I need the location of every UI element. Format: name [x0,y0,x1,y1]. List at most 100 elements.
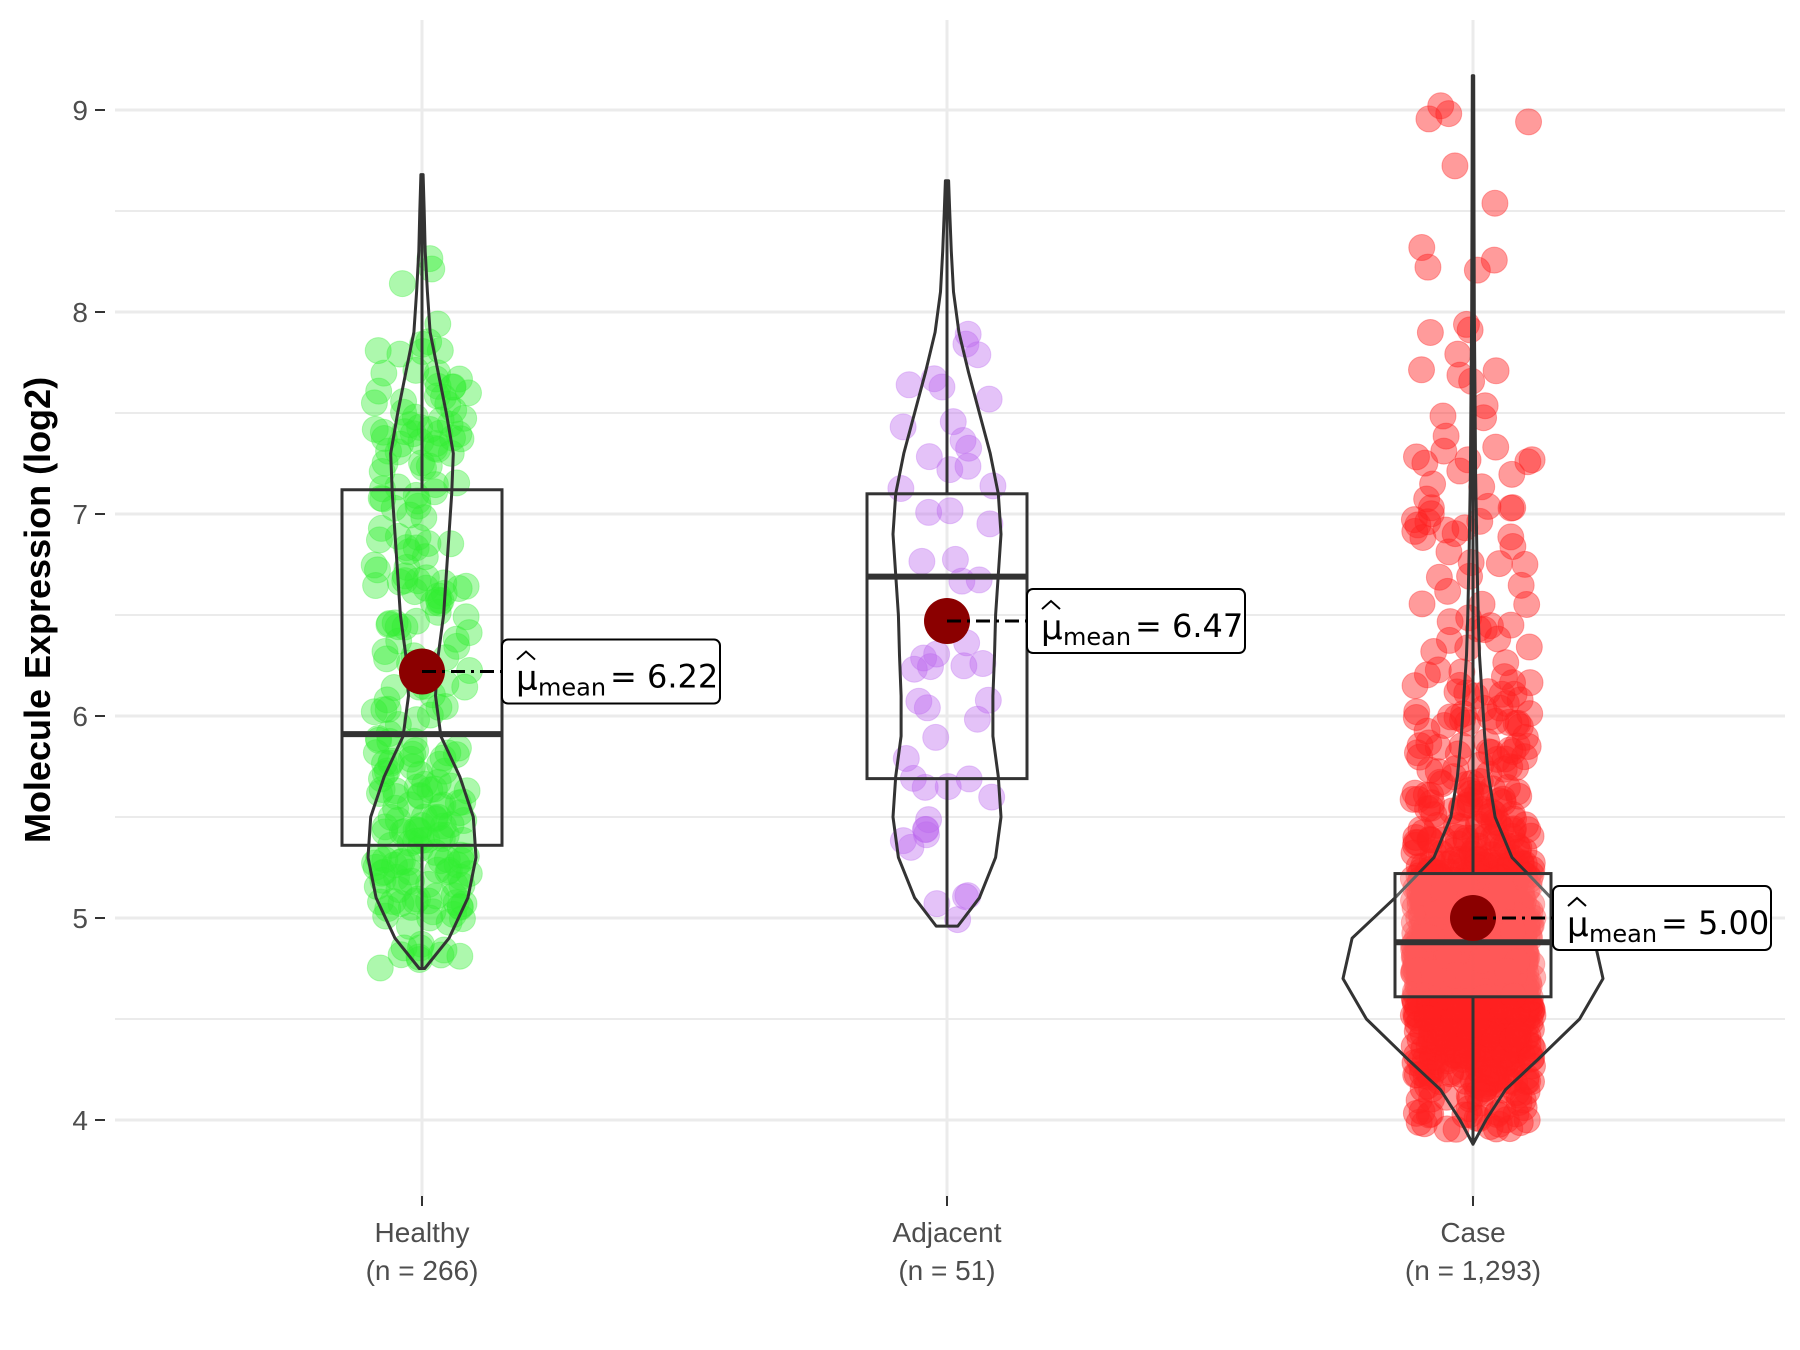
data-point [426,419,454,447]
data-point [1444,985,1472,1013]
data-point [1468,1034,1496,1062]
data-point [1427,1023,1455,1051]
data-point [1485,1110,1513,1138]
data-point [1443,1038,1471,1066]
data-point [1492,952,1520,980]
data-point [1507,889,1535,917]
data-point [1456,1000,1484,1028]
data-point [912,815,940,843]
data-point [1424,882,1452,910]
data-point [1490,1005,1518,1033]
data-point [1437,1013,1465,1041]
data-point [1496,1055,1524,1083]
data-point [1457,968,1485,996]
data-point [1408,981,1436,1009]
data-point [1477,1007,1505,1035]
data-point [1480,1059,1508,1087]
data-point [939,408,967,436]
data-point [1432,962,1460,990]
data-point [369,418,397,446]
data-point [969,650,997,678]
data-point [1414,953,1442,981]
data-point [1475,1011,1503,1039]
data-point [1498,893,1526,921]
data-point [1423,865,1451,893]
data-point [1518,1044,1546,1072]
data-point [1490,946,1518,974]
data-point [1507,850,1535,878]
data-point [1404,1011,1432,1039]
data-point [1410,883,1438,911]
data-point [1427,967,1455,995]
data-point [887,475,915,503]
data-point [1473,958,1501,986]
data-point [429,791,457,819]
data-point [1505,1028,1533,1056]
data-point [386,340,414,368]
data-point [420,775,448,803]
data-point [1457,1027,1485,1055]
data-point [365,526,393,554]
data-point [1495,886,1523,914]
data-point [1477,1012,1505,1040]
data-point [1482,1063,1510,1091]
data-point [414,529,442,557]
data-point [1511,1000,1539,1028]
data-point [1510,850,1538,878]
data-point [402,534,430,562]
data-point [1513,590,1541,618]
data-point [1492,963,1520,991]
data-point [1481,1064,1509,1092]
data-point [1518,446,1546,474]
data-point [369,485,397,513]
data-point [1432,967,1460,995]
data-point [1427,92,1455,120]
data-point [1464,1080,1492,1108]
data-point [1500,878,1528,906]
data-point [1426,1018,1454,1046]
data-point [1478,952,1506,980]
data-point [1413,1002,1441,1030]
data-point [1499,1005,1527,1033]
data-point [1434,959,1462,987]
data-point [1417,500,1445,528]
data-point [1503,948,1531,976]
data-point [1511,550,1539,578]
y-tick-label: 7 [72,499,88,530]
data-point [404,567,432,595]
data-point [1461,823,1489,851]
data-point [1501,993,1529,1021]
data-point [950,652,978,680]
data-point [1505,945,1533,973]
data-point [1426,938,1454,966]
data-point [1423,894,1451,922]
data-point [1434,1045,1462,1073]
data-point [1507,571,1535,599]
data-point [452,842,480,870]
data-point [1437,1060,1465,1088]
data-point [1499,738,1527,766]
data-point [1513,895,1541,923]
data-point [1428,1034,1456,1062]
data-point [1403,739,1431,767]
data-point [361,415,389,443]
data-point [1448,1013,1476,1041]
data-point [1501,951,1529,979]
data-point [1517,822,1545,850]
data-point [1403,698,1431,726]
data-point [1488,680,1516,708]
data-point [905,687,933,715]
data-point [426,821,454,849]
data-point [404,816,432,844]
data-point [404,523,432,551]
data-point [1468,957,1496,985]
data-point [1419,470,1447,498]
data-point [1440,1007,1468,1035]
data-point [451,673,479,701]
data-point [1501,962,1529,990]
data-point [1514,816,1542,844]
data-point [1516,994,1544,1022]
data-point [1439,1001,1467,1029]
data-point [1468,1001,1496,1029]
data-point [963,705,991,733]
